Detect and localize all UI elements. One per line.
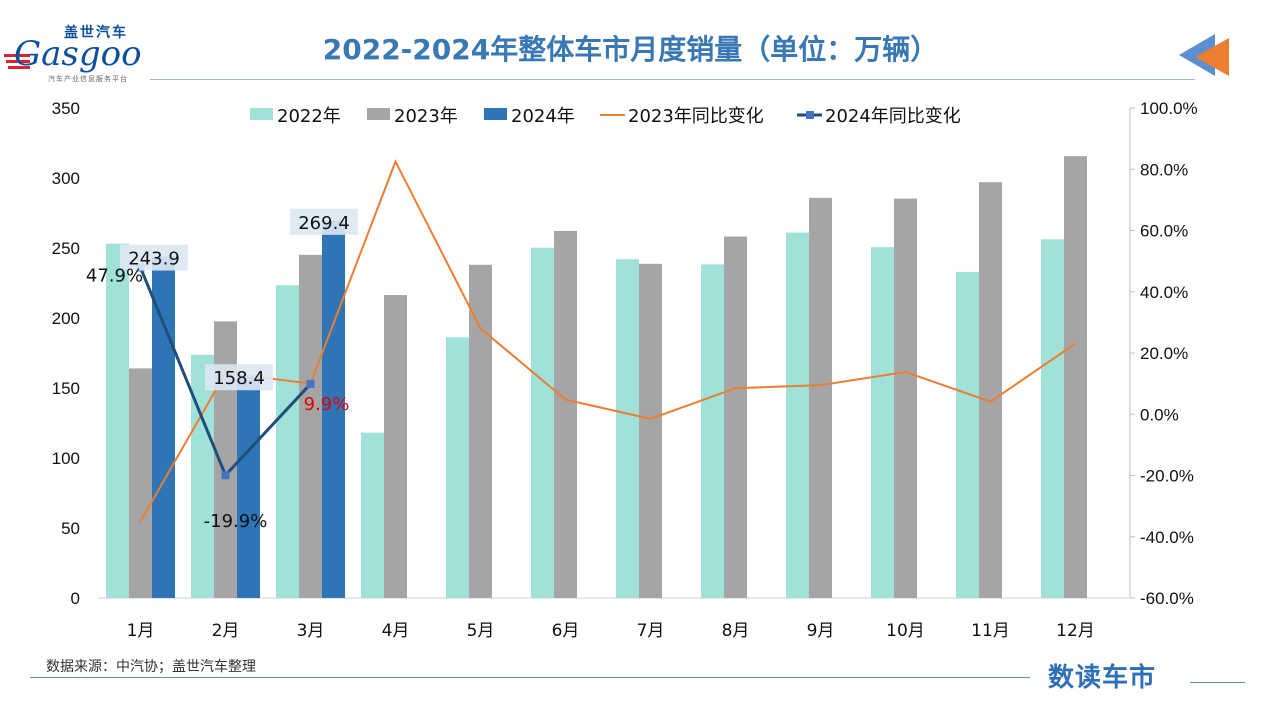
right-axis-tick-label: -40.0% — [1140, 528, 1194, 547]
x-axis-tick-label: 1月 — [127, 621, 155, 641]
bar-2024年-3月 — [322, 220, 345, 598]
bar-2023年-6月 — [554, 230, 577, 599]
right-axis-ticks: -60.0% -40.0% -20.0% 0.0% 20.0% 40.0% 60.0% 80.… — [98, 99, 1198, 608]
bar-2022年-4月 — [361, 432, 384, 598]
footer-divider-right — [1190, 682, 1245, 683]
bar-2022年-1月 — [106, 243, 129, 598]
left-axis-tick-label: 250 — [52, 239, 80, 258]
bar-label-bg — [120, 244, 188, 271]
bar-2023年-7月 — [639, 263, 662, 598]
x-axis-tick-label: 7月 — [637, 621, 665, 641]
yoy-value-label: 47.9% — [86, 266, 143, 287]
bar-2023年-5月 — [469, 264, 492, 598]
bar-2022年-10月 — [871, 247, 894, 598]
right-axis-tick-label: 20.0% — [1140, 344, 1188, 363]
line-marker-2024-2月 — [221, 471, 230, 480]
bar-2022年-12月 — [1041, 239, 1064, 598]
bar-series — [106, 156, 1087, 599]
title-divider — [150, 79, 1195, 80]
legend-label: 2023年同比变化 — [628, 106, 764, 127]
sales-chart: 0 50 100 150 200 250 300 350 -60.0% -40.0% -20.0%… — [52, 99, 1198, 641]
x-axis-tick-label: 8月 — [722, 621, 750, 641]
gasgoo-logo: 盖世汽车 Gasgoo 汽车产业信息服务平台 — [4, 22, 154, 84]
x-axis-tick-label: 11月 — [971, 621, 1010, 641]
right-axis-tick-label: 40.0% — [1140, 283, 1188, 302]
legend-swatch — [367, 108, 390, 120]
left-axis-ticks: 0 50 100 150 200 250 300 350 — [52, 99, 80, 608]
legend-label: 2023年 — [394, 106, 458, 127]
data-labels: 243.9 158.4 269.4 47.9% -19.9% 9.9% — [86, 208, 358, 532]
x-axis-tick-label: 4月 — [382, 621, 410, 641]
back-arrow-icon[interactable] — [1175, 30, 1233, 80]
x-axis-tick-label: 3月 — [297, 621, 325, 641]
logo-english-text: Gasgoo — [14, 34, 142, 74]
data-source-note: 数据来源：中汽协；盖世汽车整理 — [46, 659, 256, 675]
bar-2023年-12月 — [1064, 156, 1087, 598]
bar-2022年-5月 — [446, 337, 469, 598]
bar-2023年-9月 — [809, 197, 832, 598]
bar-2023年-10月 — [894, 198, 917, 598]
yoy-value-label: -19.9% — [204, 511, 268, 532]
legend-marker — [806, 111, 814, 119]
line-marker-2024-3月 — [306, 379, 315, 388]
bar-value-label: 269.4 — [298, 213, 350, 234]
x-axis-tick-label: 9月 — [807, 621, 835, 641]
legend-swatch — [250, 108, 273, 120]
bar-2022年-2月 — [191, 354, 214, 598]
left-axis-tick-label: 200 — [52, 309, 80, 328]
x-axis-tick-label: 5月 — [467, 621, 495, 641]
yoy-value-label: 9.9% — [304, 394, 350, 415]
x-axis-tick-label: 10月 — [886, 621, 925, 641]
right-axis-tick-label: 60.0% — [1140, 222, 1188, 241]
bar-2022年-9月 — [786, 232, 809, 598]
right-axis-tick-label: -60.0% — [1140, 589, 1194, 608]
left-axis-tick-label: 0 — [71, 589, 80, 608]
x-axis-tick-label: 12月 — [1056, 621, 1095, 641]
left-axis-tick-label: 300 — [52, 169, 80, 188]
x-axis-tick-label: 2月 — [212, 621, 240, 641]
left-axis-tick-label: 100 — [52, 449, 80, 468]
bar-2022年-3月 — [276, 285, 299, 598]
logo-subtitle: 汽车产业信息服务平台 — [48, 75, 128, 83]
legend-swatch — [484, 108, 507, 120]
bar-2023年-3月 — [299, 254, 322, 599]
bar-2024年-1月 — [152, 256, 175, 598]
right-axis-tick-label: 100.0% — [1140, 99, 1198, 118]
bar-2023年-8月 — [724, 236, 747, 598]
legend-label: 2022年 — [277, 106, 341, 127]
right-axis-tick-label: 80.0% — [1140, 160, 1188, 179]
bar-2023年-4月 — [384, 295, 407, 598]
legend-label: 2024年同比变化 — [825, 106, 961, 127]
bar-label-bg — [290, 208, 358, 235]
line-2023年同比变化 — [139, 159, 1077, 522]
footer-divider — [30, 677, 1030, 678]
bar-2024年-2月 — [237, 376, 260, 598]
legend-label: 2024年 — [511, 106, 575, 127]
right-axis-tick-label: -20.0% — [1140, 467, 1194, 486]
bar-2022年-11月 — [956, 271, 979, 598]
bar-2022年-8月 — [701, 264, 724, 598]
page-title: 2022-2024年整体车市月度销量（单位：万辆） — [322, 33, 939, 66]
category-labels: 1月 2月 3月 4月 5月 6月 7月 8月 9月 10月 11月 12月 — [127, 621, 1095, 641]
bar-label-bg — [205, 364, 273, 391]
right-axis-tick-label: 0.0% — [1140, 405, 1179, 424]
left-axis-tick-label: 350 — [52, 99, 80, 118]
bar-2023年-11月 — [979, 182, 1002, 598]
footer-brand: 数读车市 — [1048, 663, 1157, 693]
left-axis-tick-label: 150 — [52, 379, 80, 398]
bar-value-label: 158.4 — [213, 368, 265, 389]
logo-stripes-icon — [4, 54, 30, 69]
left-axis-tick-label: 50 — [61, 519, 80, 538]
bar-2023年-1月 — [129, 368, 152, 598]
bar-2022年-6月 — [531, 247, 554, 598]
bar-2023年-2月 — [214, 321, 237, 598]
x-axis-tick-label: 6月 — [552, 621, 580, 641]
bar-value-label: 243.9 — [128, 249, 180, 270]
logo-chinese-text: 盖世汽车 — [64, 25, 128, 41]
chart-legend: 2022年 2023年 2024年 2023年同比变化 2024年同比变化 — [250, 106, 961, 127]
bar-2022年-7月 — [616, 259, 639, 598]
